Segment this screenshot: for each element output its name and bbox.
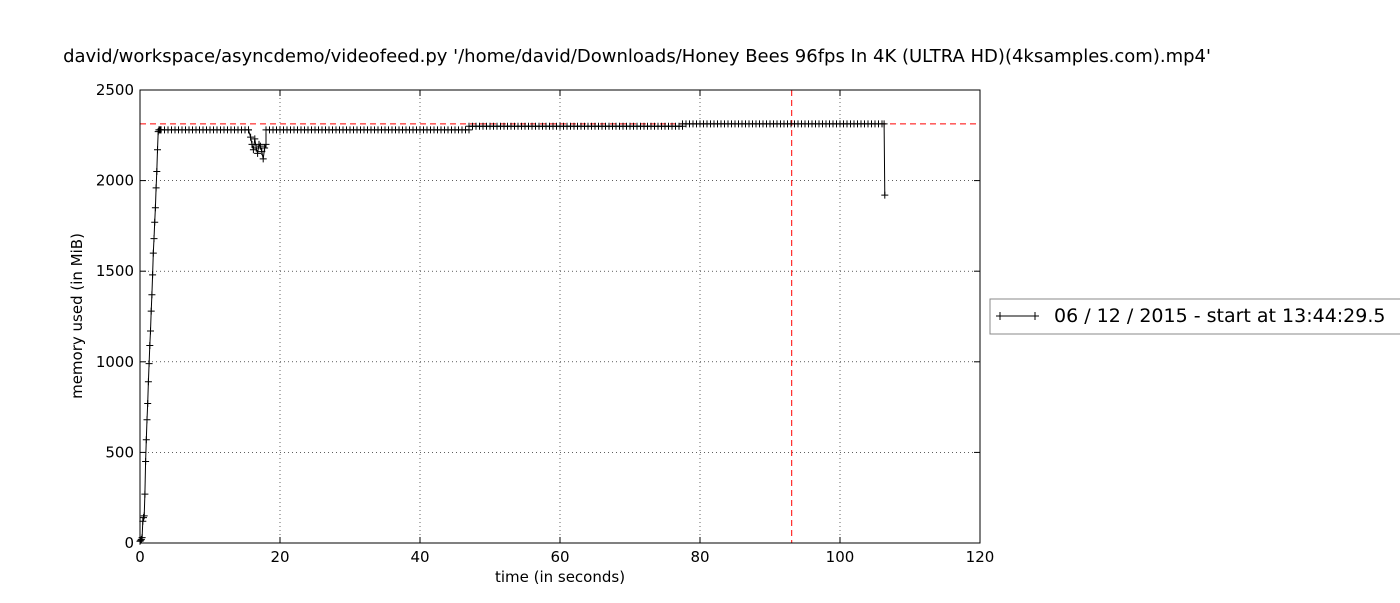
data-point: [259, 155, 267, 163]
x-tick-label: 60: [550, 548, 569, 566]
data-point: [140, 514, 147, 522]
x-tick-label: 80: [690, 548, 709, 566]
data-point: [149, 249, 157, 257]
data-point: [146, 341, 154, 349]
y-axis-label: memory used (in MiB): [68, 233, 86, 399]
data-series: [136, 120, 889, 545]
y-tick-label: 2000: [96, 172, 134, 190]
data-point: [141, 490, 149, 498]
data-point: [147, 307, 155, 315]
data-point: [154, 146, 161, 154]
data-point: [149, 271, 157, 279]
data-point: [142, 436, 150, 444]
x-tick-label: 40: [410, 548, 429, 566]
data-point: [252, 144, 260, 152]
data-point: [258, 148, 266, 156]
data-point: [151, 204, 159, 212]
y-tick-label: 2500: [96, 81, 134, 99]
data-point: [256, 142, 264, 150]
data-point: [145, 360, 153, 368]
y-tick-label: 1000: [96, 353, 134, 371]
legend-label: 06 / 12 / 2015 - start at 13:44:29.5: [1054, 305, 1386, 327]
axis-ticks: 0 20 40 60 80 100 120 0 500 1000 1500 2000 2500: [96, 81, 995, 566]
data-point: [140, 512, 148, 520]
y-tick-label: 1500: [96, 262, 134, 280]
legend-marker-left: [996, 312, 1004, 320]
data-point: [262, 140, 270, 148]
data-point: [144, 378, 152, 386]
data-point: [255, 140, 263, 148]
data-point: [254, 149, 262, 157]
chart-title: david/workspace/asyncdemo/videofeed.py '…: [63, 46, 1211, 67]
data-point: [147, 327, 154, 335]
data-point: [245, 126, 252, 134]
data-point: [881, 191, 889, 199]
plot-frame: [139, 89, 981, 544]
data-point: [251, 135, 259, 143]
data-point: [247, 133, 255, 141]
data-point: [143, 416, 151, 424]
data-point: [152, 184, 160, 192]
legend-frame: [989, 298, 1400, 335]
data-point: [148, 291, 156, 299]
legend: 06 / 12 / 2015 - start at 13:44:29.5: [989, 298, 1400, 335]
data-point: [261, 144, 269, 152]
x-axis-label: time (in seconds): [495, 568, 625, 586]
x-tick-label: 120: [966, 548, 995, 566]
x-tick-label: 100: [826, 548, 855, 566]
y-tick-label: 0: [124, 534, 134, 552]
data-point: [151, 218, 159, 226]
data-point: [150, 235, 158, 243]
data-point: [142, 457, 150, 465]
series-line: [139, 123, 886, 542]
grid: [140, 90, 980, 543]
data-point: [137, 535, 145, 543]
x-tick-label: 0: [135, 548, 145, 566]
data-point: [153, 168, 161, 176]
data-point: [880, 120, 888, 128]
data-point: [144, 399, 152, 407]
y-tick-label: 500: [105, 443, 134, 461]
x-tick-label: 20: [270, 548, 289, 566]
reference-lines: [140, 90, 980, 543]
legend-marker-right: [1031, 312, 1039, 320]
data-point: [248, 140, 256, 148]
